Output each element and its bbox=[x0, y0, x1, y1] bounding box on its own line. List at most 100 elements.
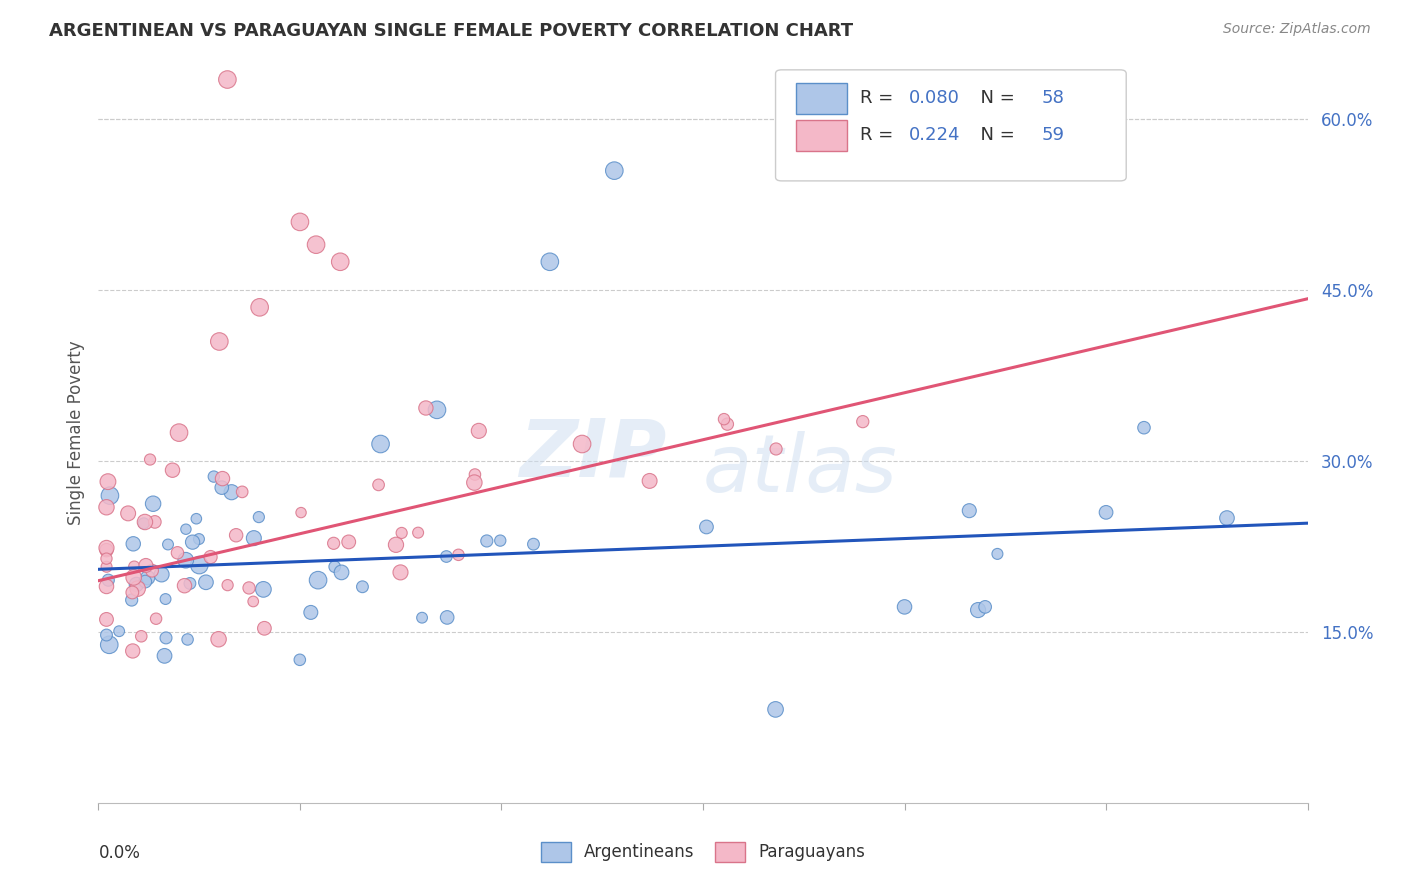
Legend: Argentineans, Paraguayans: Argentineans, Paraguayans bbox=[534, 835, 872, 869]
Point bbox=[174, 553, 197, 567]
Point bbox=[200, 549, 222, 564]
Point bbox=[893, 599, 915, 614]
Point bbox=[243, 531, 266, 545]
Point bbox=[967, 603, 990, 617]
Point bbox=[153, 648, 176, 663]
Point bbox=[367, 478, 389, 492]
Point bbox=[231, 484, 253, 499]
Point bbox=[96, 612, 118, 626]
Text: R =: R = bbox=[860, 89, 900, 107]
Text: R =: R = bbox=[860, 126, 900, 144]
Point bbox=[181, 535, 204, 549]
Point bbox=[299, 606, 322, 620]
Point bbox=[253, 621, 276, 635]
Point bbox=[247, 510, 270, 524]
Point bbox=[125, 577, 148, 591]
Text: ZIP: ZIP bbox=[519, 416, 666, 494]
FancyBboxPatch shape bbox=[796, 120, 846, 152]
Point bbox=[136, 571, 159, 585]
Point bbox=[142, 497, 165, 511]
Point bbox=[1216, 511, 1239, 525]
Point bbox=[352, 580, 374, 594]
Text: 0.080: 0.080 bbox=[908, 89, 959, 107]
Point bbox=[98, 489, 121, 503]
Point bbox=[305, 237, 328, 252]
Point bbox=[108, 624, 131, 639]
Point bbox=[97, 475, 120, 489]
Point bbox=[852, 415, 875, 429]
Text: 58: 58 bbox=[1042, 89, 1064, 107]
Point bbox=[323, 559, 346, 574]
Point bbox=[155, 592, 177, 607]
Point bbox=[96, 579, 118, 593]
Point bbox=[389, 566, 412, 580]
Text: Source: ZipAtlas.com: Source: ZipAtlas.com bbox=[1223, 22, 1371, 37]
Point bbox=[139, 452, 162, 467]
Point bbox=[986, 547, 1008, 561]
Point bbox=[385, 538, 408, 552]
Point bbox=[406, 525, 429, 540]
Point bbox=[238, 581, 260, 595]
Point bbox=[96, 551, 118, 566]
Point bbox=[1133, 420, 1156, 434]
Point bbox=[162, 463, 184, 477]
Text: 59: 59 bbox=[1042, 126, 1064, 144]
Point bbox=[98, 638, 121, 652]
Point bbox=[463, 475, 485, 490]
Point bbox=[603, 163, 626, 178]
Point bbox=[145, 612, 167, 626]
Point bbox=[290, 506, 312, 520]
Point bbox=[475, 533, 498, 548]
Point bbox=[538, 254, 561, 268]
Point bbox=[96, 628, 118, 642]
Point bbox=[174, 522, 197, 536]
Point bbox=[150, 567, 173, 582]
Text: ARGENTINEAN VS PARAGUAYAN SINGLE FEMALE POVERTY CORRELATION CHART: ARGENTINEAN VS PARAGUAYAN SINGLE FEMALE … bbox=[49, 22, 853, 40]
Point bbox=[242, 594, 264, 608]
Point bbox=[207, 632, 229, 647]
Text: N =: N = bbox=[969, 89, 1021, 107]
Point bbox=[370, 437, 392, 451]
Point bbox=[217, 578, 239, 592]
Text: 0.224: 0.224 bbox=[908, 126, 960, 144]
Point bbox=[489, 533, 512, 548]
Point bbox=[127, 582, 149, 596]
Point bbox=[121, 593, 143, 607]
Text: 0.0%: 0.0% bbox=[98, 844, 141, 862]
Point bbox=[96, 559, 118, 574]
Point bbox=[96, 541, 118, 555]
Point bbox=[211, 472, 233, 486]
Point bbox=[117, 507, 139, 521]
Point bbox=[122, 537, 145, 551]
Point bbox=[225, 528, 247, 542]
Point bbox=[716, 417, 738, 432]
Point bbox=[957, 504, 980, 518]
Point bbox=[713, 412, 735, 426]
Point bbox=[134, 515, 156, 529]
Point bbox=[167, 425, 190, 440]
Point bbox=[436, 549, 458, 564]
Point bbox=[121, 585, 143, 599]
Point bbox=[288, 653, 311, 667]
Point bbox=[176, 632, 198, 647]
Point bbox=[211, 481, 233, 495]
Point bbox=[252, 582, 274, 597]
Point bbox=[143, 515, 166, 529]
Point bbox=[571, 437, 593, 451]
Point bbox=[135, 558, 157, 573]
FancyBboxPatch shape bbox=[796, 83, 846, 114]
Point bbox=[330, 566, 353, 580]
Point bbox=[129, 629, 152, 643]
Point bbox=[288, 215, 311, 229]
Point bbox=[522, 537, 544, 551]
Point bbox=[221, 485, 243, 500]
Point bbox=[173, 579, 195, 593]
Point bbox=[188, 532, 211, 546]
Point bbox=[411, 610, 433, 624]
Point bbox=[765, 442, 787, 456]
Point bbox=[156, 537, 179, 551]
Point bbox=[208, 334, 231, 349]
Point bbox=[436, 610, 458, 624]
Point bbox=[426, 402, 449, 417]
Point bbox=[468, 424, 491, 438]
